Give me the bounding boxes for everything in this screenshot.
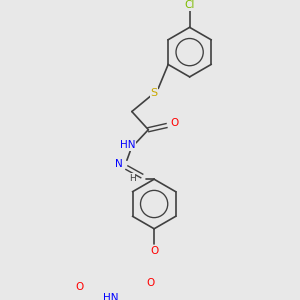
Text: HN: HN [120, 140, 136, 150]
Text: O: O [171, 118, 179, 128]
Text: Cl: Cl [184, 0, 195, 10]
Text: N: N [115, 159, 122, 170]
Text: O: O [75, 282, 83, 292]
Text: O: O [150, 246, 158, 256]
Text: H: H [129, 174, 136, 183]
Text: S: S [151, 88, 158, 98]
Text: O: O [147, 278, 155, 288]
Text: HN: HN [103, 293, 118, 300]
